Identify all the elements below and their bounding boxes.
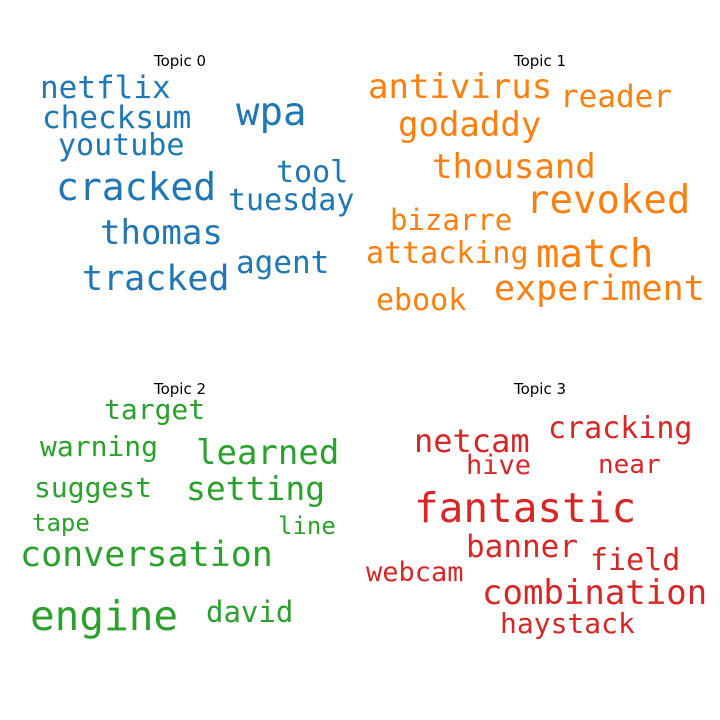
cloud-word: tape	[32, 509, 90, 537]
cloud-word: webcam	[366, 557, 464, 588]
cloud-word: tracked	[82, 259, 230, 299]
cloud-word: setting	[186, 469, 326, 508]
cloud-word: fantastic	[414, 484, 637, 532]
cloud-word: match	[536, 232, 654, 277]
cloud-word: tuesday	[228, 183, 355, 218]
cloud-word: agent	[236, 245, 330, 281]
cloud-word: checksum	[42, 100, 192, 136]
cloud-word: combination	[482, 573, 708, 613]
cloud-word: attacking	[366, 236, 529, 271]
cloud-word: haystack	[500, 607, 635, 640]
topic-title: Topic 1	[513, 52, 567, 70]
cloud-word: netcam	[414, 422, 530, 460]
cloud-word: cracked	[56, 165, 217, 209]
cloud-word: godaddy	[398, 105, 542, 145]
cloud-word: cracking	[548, 411, 693, 446]
cloud-word: bizarre	[390, 203, 513, 237]
topic-panel-2: Topic 2	[0, 328, 360, 688]
cloud-word: near	[598, 450, 661, 480]
cloud-word: reader	[560, 79, 672, 115]
topic-panel-1: Topic 1	[360, 0, 720, 360]
cloud-word: youtube	[58, 128, 185, 163]
cloud-word: thomas	[100, 213, 223, 253]
topic-panel-3: Topic 3	[360, 328, 720, 688]
cloud-word: line	[278, 512, 336, 540]
cloud-word: engine	[30, 592, 179, 640]
topic-title: Topic 2	[153, 380, 207, 398]
cloud-word: antivirus	[368, 67, 553, 107]
cloud-word: banner	[466, 529, 578, 565]
cloud-word: ebook	[376, 283, 467, 318]
cloud-word: hive	[466, 450, 532, 481]
topic-title: Topic 0	[153, 52, 207, 70]
cloud-word: conversation	[20, 535, 273, 575]
cloud-word: david	[206, 595, 294, 629]
cloud-word: learned	[196, 433, 340, 473]
cloud-word: wpa	[236, 90, 307, 135]
topic-panel-0: Topic 0	[0, 0, 360, 360]
cloud-word: experiment	[494, 269, 705, 309]
cloud-word: suggest	[34, 471, 153, 504]
cloud-word: thousand	[432, 147, 596, 187]
cloud-word: warning	[40, 430, 159, 463]
topic-title: Topic 3	[513, 380, 567, 398]
cloud-word: field	[590, 543, 681, 578]
cloud-word: tool	[276, 155, 349, 190]
cloud-word: netflix	[40, 70, 171, 106]
cloud-word: target	[104, 393, 206, 426]
cloud-word: revoked	[526, 178, 691, 223]
